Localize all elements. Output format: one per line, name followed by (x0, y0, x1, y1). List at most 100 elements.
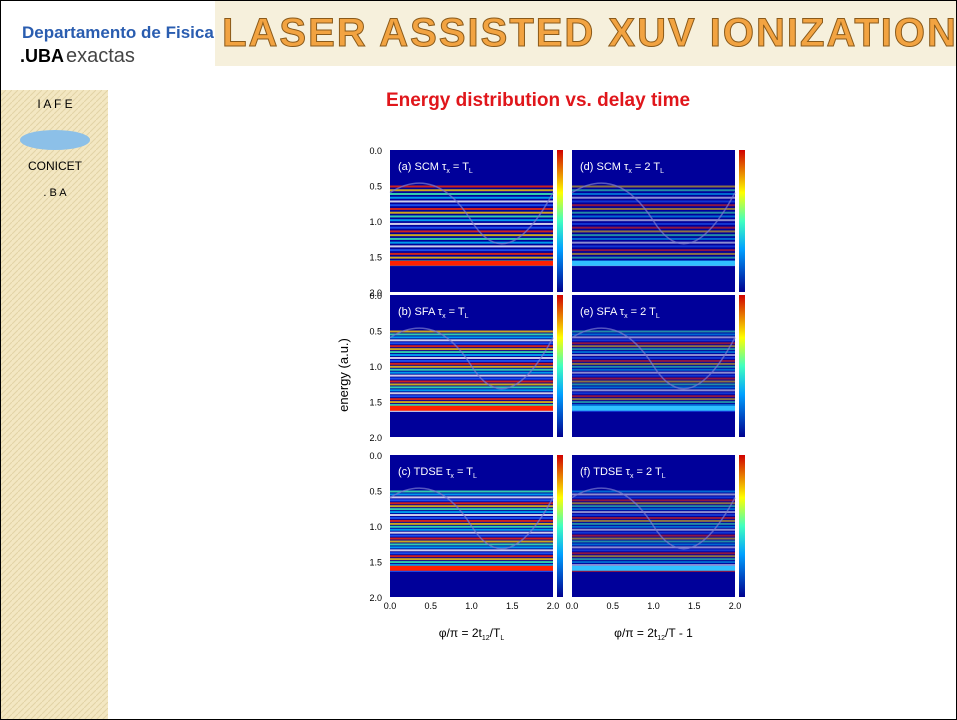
panel-label-part: (d) SCM τ (580, 161, 629, 173)
heatmap-band (390, 245, 553, 247)
heatmap-band (572, 342, 735, 344)
heatmap-band (390, 538, 553, 540)
x-tick-label: 1.0 (465, 601, 478, 611)
heatmap-band (572, 491, 735, 493)
heatmap-band (390, 333, 553, 335)
heatmap-band (572, 381, 735, 383)
panel-label-part: L (662, 473, 666, 480)
heatmap-band (572, 514, 735, 516)
panel-label-part: L (473, 473, 477, 480)
y-tick-label: 1.5 (369, 558, 382, 568)
y-tick-label: 1.5 (369, 398, 382, 408)
heatmap-band (572, 215, 735, 217)
heatmap-band (572, 204, 735, 206)
panel-label-part: = 2 T (632, 161, 661, 173)
y-tick-label: 1.5 (369, 253, 382, 263)
panel-label: (d) SCM τx = 2 TL (580, 161, 664, 175)
slide: Departamento de Fisica .UBA exactas LASE… (0, 0, 957, 720)
heatmap-band (390, 523, 553, 525)
heatmap-band (572, 517, 735, 519)
heatmap-band (390, 369, 553, 371)
heatmap-band (390, 558, 553, 560)
heatmap-band (390, 200, 553, 202)
heatmap-band (390, 543, 553, 545)
heatmap-band (572, 261, 735, 266)
panel-label-part: L (465, 313, 469, 320)
heatmap-band (572, 208, 735, 210)
x-label: φ/π = 2t12/T - 1 (614, 626, 693, 642)
heatmap-band (572, 238, 735, 240)
heatmap-band (390, 529, 553, 531)
exactas: exactas (66, 45, 135, 67)
panel-label-part: (c) TDSE τ (398, 466, 451, 478)
heatmap-band (390, 520, 553, 522)
heatmap-band (390, 392, 553, 394)
heatmap-band (390, 561, 553, 563)
heatmap-band (390, 186, 553, 188)
y-tick-label: 0.0 (369, 291, 382, 301)
heatmap-band (390, 342, 553, 344)
panel-label-part: = 2 T (633, 466, 662, 478)
heatmap-band (572, 543, 735, 545)
heatmap-band (390, 189, 553, 191)
panel-label-part: = T (446, 306, 465, 318)
heatmap-band (390, 223, 553, 225)
x-tick-label: 0.5 (606, 601, 619, 611)
heatmap-band (572, 193, 735, 195)
panel-label-part: (f) TDSE τ (580, 466, 631, 478)
heatmap-band (572, 496, 735, 498)
x-label-part: φ/π = 2t (614, 626, 658, 640)
heatmap-band (390, 348, 553, 350)
panel-label-part: (e) SFA τ (580, 306, 625, 318)
logo-bot: . B A (43, 187, 67, 199)
heatmap-band (572, 357, 735, 359)
heatmap-band (390, 357, 553, 359)
heatmap-band (390, 261, 553, 266)
heatmap-band (572, 406, 735, 411)
y-tick-label: 1.0 (369, 522, 382, 532)
heatmap-band (572, 493, 735, 495)
heatmap-band (390, 406, 553, 411)
heatmap-band (390, 549, 553, 551)
heatmap-band (390, 212, 553, 214)
heatmap-band (572, 535, 735, 537)
uba: .UBA (20, 46, 64, 66)
heatmap-band (572, 257, 735, 259)
colorbar (739, 455, 745, 597)
heatmap-band (390, 351, 553, 353)
heatmap-band (572, 375, 735, 377)
y-tick-label: 0.0 (369, 451, 382, 461)
subtitle: Energy distribution vs. delay time (386, 90, 690, 111)
heatmap-band (572, 245, 735, 247)
panel-label-part: (b) SFA τ (398, 306, 443, 318)
colorbar (739, 295, 745, 437)
x-tick-label: 2.0 (547, 601, 560, 611)
heatmap-band (572, 336, 735, 338)
heatmap-band (390, 491, 553, 493)
y-label: energy (a.u.) (336, 338, 351, 412)
colorbar (557, 455, 563, 597)
x-tick-label: 1.0 (647, 601, 660, 611)
heatmap-band (572, 348, 735, 350)
y-tick-label: 1.0 (369, 217, 382, 227)
heatmap-band (572, 502, 735, 504)
x-label: φ/π = 2t12/TL (439, 626, 505, 642)
x-tick-label: 0.5 (424, 601, 437, 611)
x-label-part: /T - 1 (665, 626, 693, 640)
heatmap-band (572, 389, 735, 391)
y-tick-label: 0.5 (369, 182, 382, 192)
panel-label: (e) SFA τx = 2 TL (580, 306, 660, 320)
heatmap-band (572, 511, 735, 513)
heatmap-band (390, 555, 553, 557)
logo-mid: CONICET (28, 159, 83, 173)
panel-label-part: = 2 T (628, 306, 657, 318)
heatmap-band (390, 552, 553, 554)
heatmap-band (390, 215, 553, 217)
heatmap-band (572, 383, 735, 385)
dept: Departamento de Fisica (22, 23, 214, 42)
heatmap-band (572, 499, 735, 501)
x-tick-label: 1.5 (688, 601, 701, 611)
heatmap-band (572, 508, 735, 510)
heatmap-band (390, 345, 553, 347)
heatmap-band (390, 566, 553, 571)
